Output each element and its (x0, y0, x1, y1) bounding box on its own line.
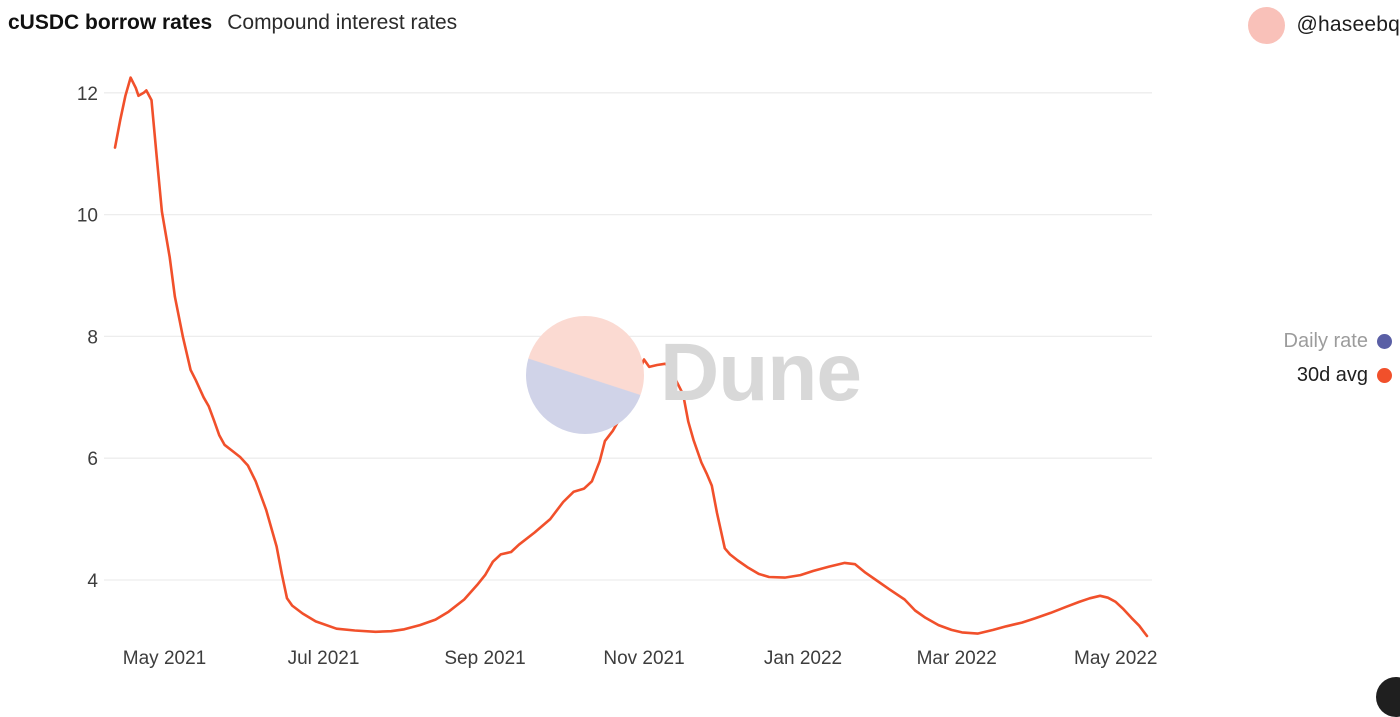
legend-item-daily-rate[interactable]: Daily rate (1284, 324, 1392, 358)
y-tick-label-10: 10 (77, 206, 98, 227)
legend-dot-daily-rate (1377, 334, 1392, 349)
dune-logo-icon (526, 316, 644, 434)
x-tick-label: Mar 2022 (917, 648, 997, 669)
x-tick-label: Jan 2022 (764, 648, 842, 669)
x-tick-label: Sep 2021 (444, 648, 525, 669)
y-tick-label-6: 6 (87, 449, 98, 470)
legend-dot-30d-avg (1377, 368, 1392, 383)
legend-item-30d-avg[interactable]: 30d avg (1284, 358, 1392, 392)
x-tick-label: May 2021 (123, 648, 206, 669)
legend-label-daily-rate: Daily rate (1284, 330, 1368, 353)
legend-label-30d-avg: 30d avg (1297, 364, 1368, 387)
chart-legend: Daily rate 30d avg (1284, 324, 1392, 392)
y-tick-label-12: 12 (77, 84, 98, 105)
y-tick-label-8: 8 (87, 327, 98, 348)
x-tick-label: May 2022 (1074, 648, 1157, 669)
dune-watermark: Dune (526, 316, 861, 434)
x-tick-label: Jul 2021 (288, 648, 360, 669)
y-tick-label-4: 4 (87, 571, 98, 592)
dune-corner-logo-icon[interactable] (1376, 677, 1400, 717)
x-tick-label: Nov 2021 (603, 648, 684, 669)
dune-watermark-text: Dune (660, 332, 861, 414)
